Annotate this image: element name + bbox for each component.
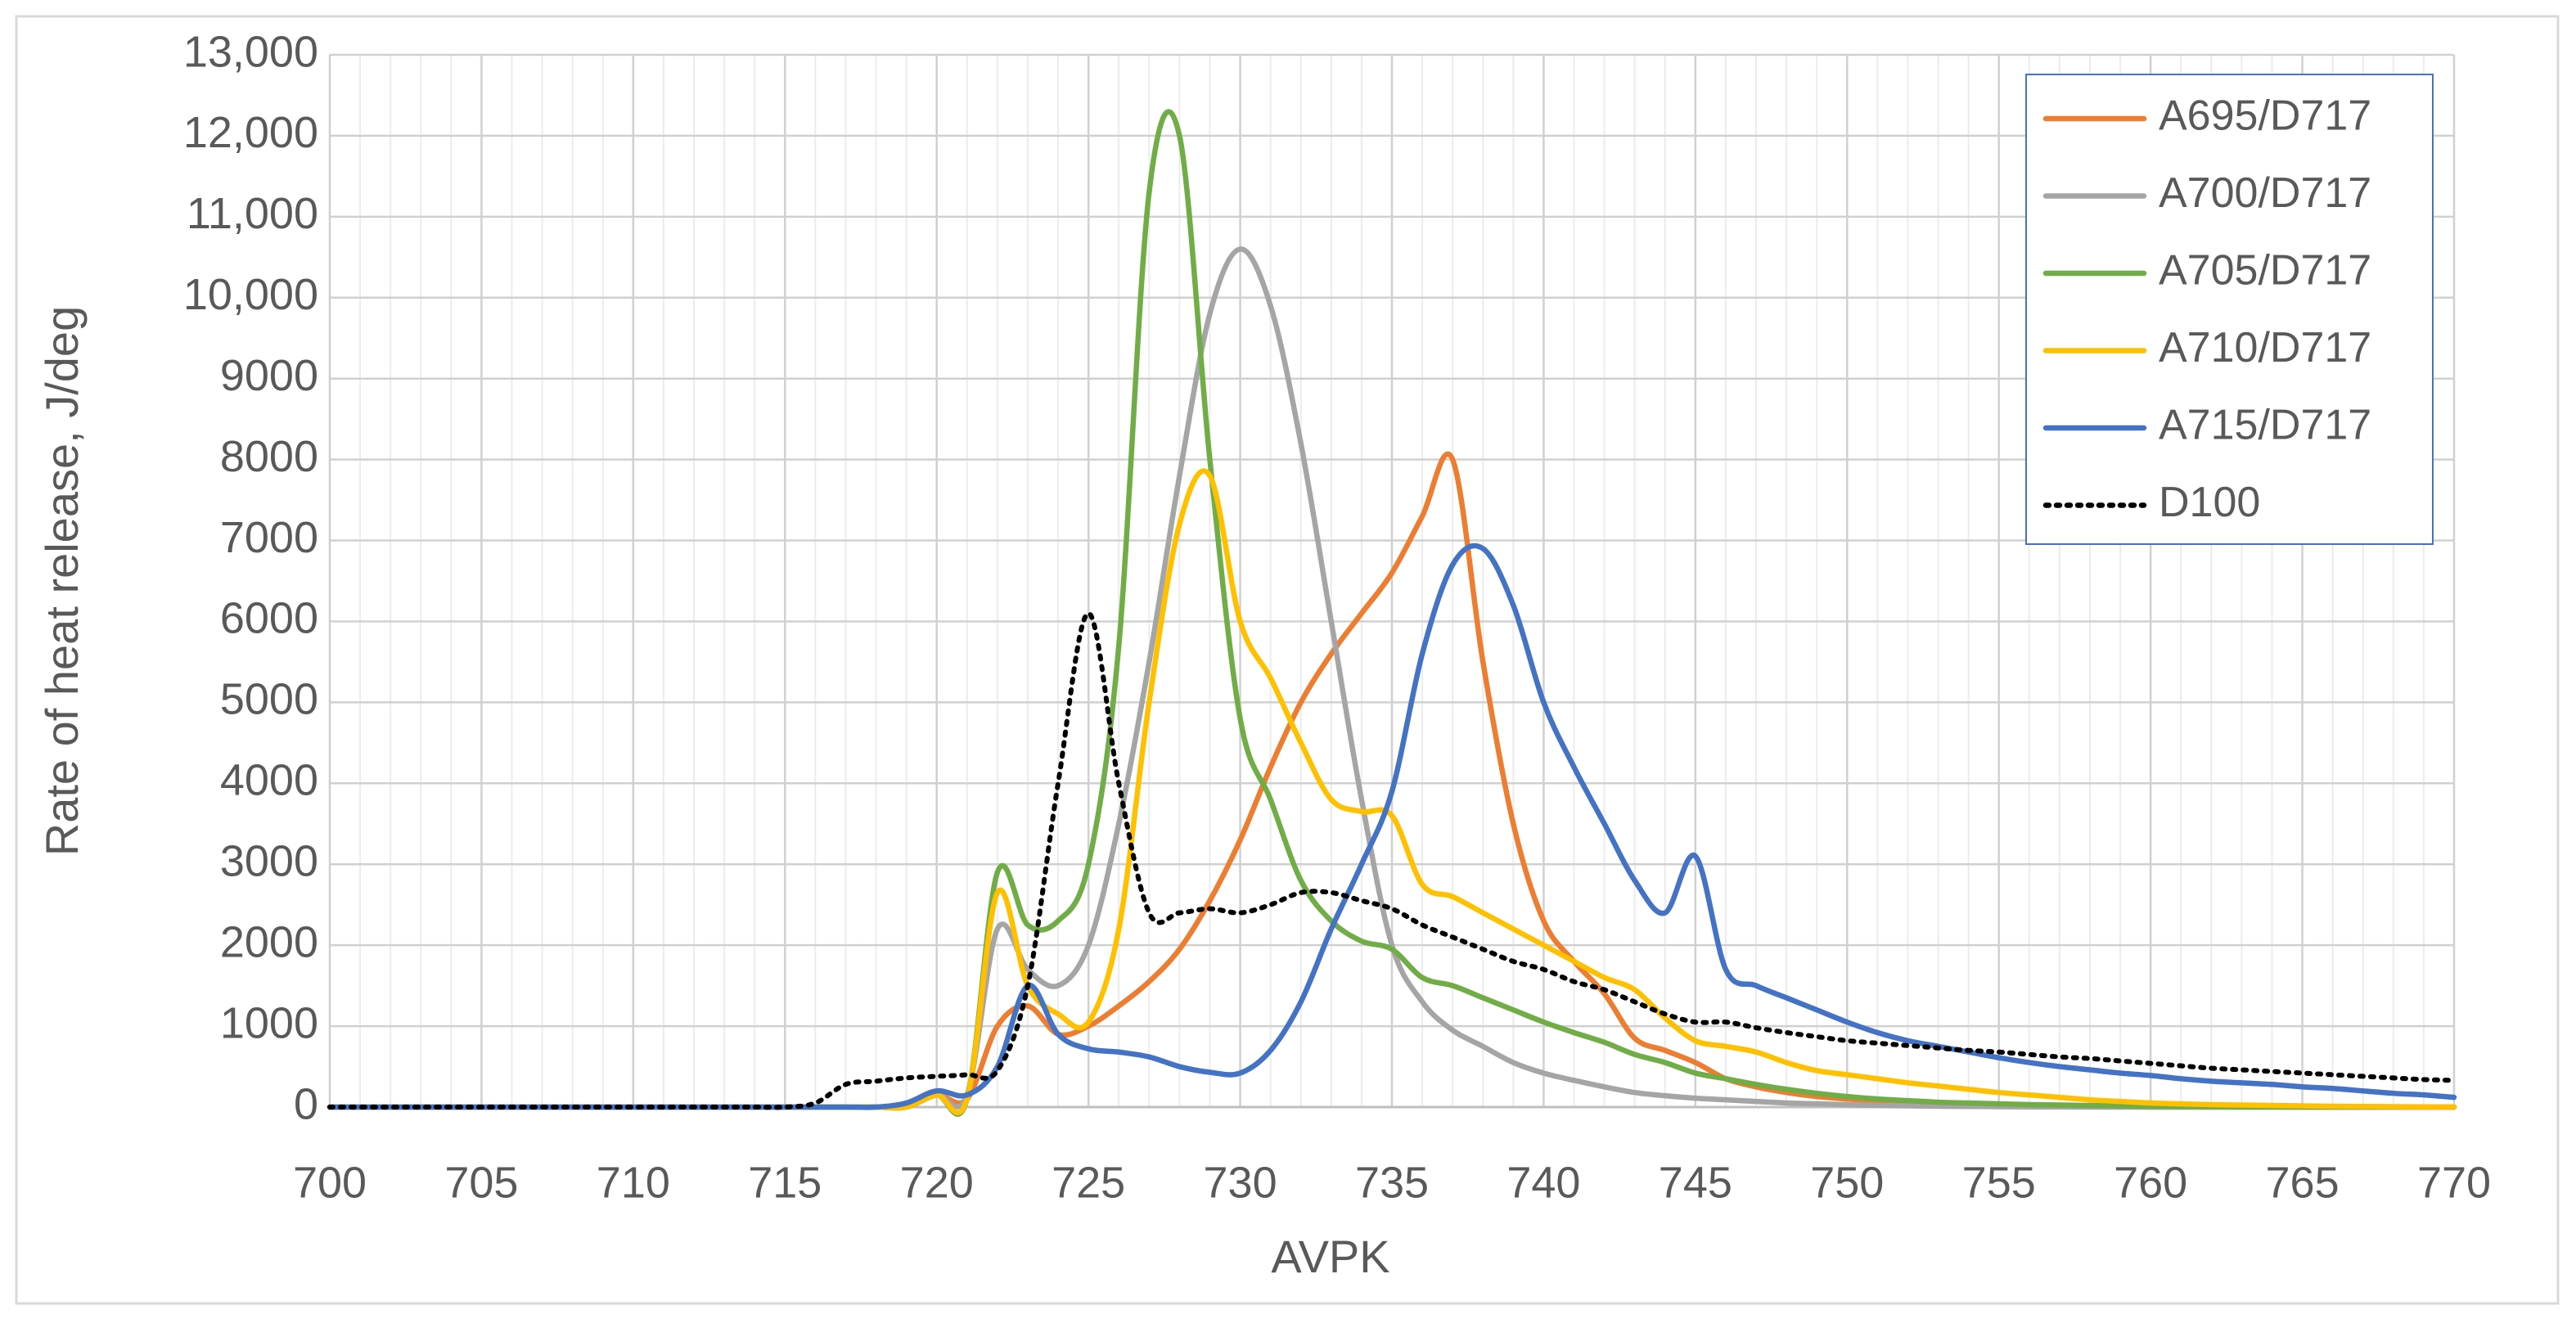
x-tick-label: 705 (444, 1158, 518, 1207)
y-tick-label: 5000 (220, 675, 318, 724)
x-tick-label: 720 (900, 1158, 974, 1207)
y-tick-label: 8000 (220, 432, 318, 481)
legend-label: D100 (2159, 479, 2260, 526)
legend-label: A705/D717 (2159, 247, 2371, 295)
x-tick-label: 760 (2114, 1158, 2187, 1207)
x-tick-label: 765 (2266, 1158, 2340, 1207)
y-tick-label: 13,000 (183, 27, 318, 76)
series-line (327, 610, 2457, 1110)
y-tick-label: 6000 (220, 594, 318, 643)
y-tick-label: 1000 (220, 998, 318, 1047)
x-tick-label: 740 (1506, 1158, 1580, 1207)
y-tick-label: 0 (294, 1079, 318, 1128)
y-tick-label: 4000 (220, 756, 318, 805)
x-axis-title: AVPK (1271, 1231, 1389, 1282)
x-tick-label: 730 (1204, 1158, 1277, 1207)
y-tick-label: 2000 (220, 917, 318, 966)
legend-label: A695/D717 (2159, 92, 2371, 140)
x-tick-label: 710 (597, 1158, 670, 1207)
legend-label: A710/D717 (2159, 324, 2371, 371)
x-tick-label: 745 (1659, 1158, 1732, 1207)
legend-label: A700/D717 (2159, 169, 2371, 217)
legend-box (2025, 74, 2434, 545)
x-tick-label: 750 (1810, 1158, 1884, 1207)
plot-lines (327, 109, 2457, 1117)
y-tick-label: 11,000 (187, 189, 318, 238)
x-tick-label: 770 (2417, 1158, 2491, 1207)
y-tick-label: 3000 (220, 836, 318, 885)
x-tick-label: 755 (1962, 1158, 2036, 1207)
y-axis-title: Rate of heat release, J/deg (36, 306, 88, 856)
x-tick-label: 725 (1052, 1158, 1125, 1207)
y-tick-label: 12,000 (183, 108, 318, 157)
legend-label: A715/D717 (2159, 402, 2371, 449)
y-tick-label: 9000 (220, 351, 318, 400)
y-tick-label: 7000 (220, 513, 318, 562)
y-tick-label: 10,000 (183, 270, 318, 319)
x-tick-label: 735 (1355, 1158, 1429, 1207)
x-tick-label: 700 (293, 1158, 367, 1207)
grid (328, 53, 2456, 1109)
x-tick-label: 715 (748, 1158, 822, 1207)
